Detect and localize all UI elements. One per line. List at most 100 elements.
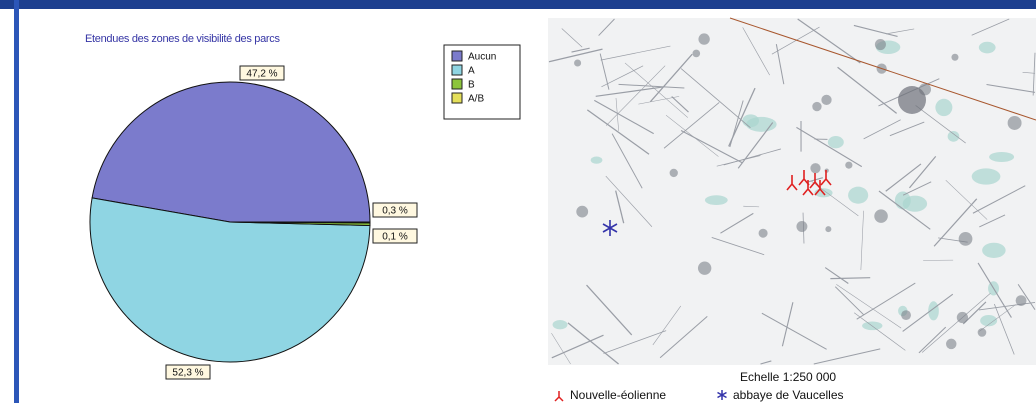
map-road [908, 156, 937, 189]
map-village [758, 228, 768, 238]
map-wood [827, 136, 844, 149]
map-road [797, 18, 861, 64]
map-road [830, 277, 871, 280]
map-wood [935, 98, 953, 117]
map-village [901, 310, 911, 321]
left-border [14, 0, 19, 403]
map-village [946, 338, 957, 350]
map-road [945, 179, 988, 220]
legend-swatch [451, 64, 463, 76]
map-road [567, 322, 619, 365]
pie-slice [89, 197, 371, 363]
map-village [821, 94, 832, 106]
map-wood [552, 319, 568, 330]
map-village [697, 261, 712, 275]
map-road [594, 99, 654, 135]
map-road [771, 26, 820, 55]
map-road [978, 302, 1036, 311]
map-road [663, 102, 720, 149]
map-road [603, 330, 667, 354]
map-village [1007, 116, 1022, 130]
map [548, 17, 1036, 365]
legend-label: Aucun [468, 52, 496, 63]
map-road [837, 66, 897, 114]
map-road [889, 121, 925, 137]
map-road [571, 47, 590, 53]
map-village [812, 101, 822, 112]
map-road [853, 24, 898, 37]
map-village [874, 39, 886, 51]
map-road [548, 48, 603, 63]
map-wood [989, 151, 1015, 162]
map-wood [742, 114, 760, 128]
map-village [698, 33, 710, 45]
map-road [561, 28, 583, 48]
data-label-box [239, 65, 285, 81]
map-road [902, 181, 932, 196]
map-wood [980, 314, 998, 327]
pie-slice [91, 81, 371, 223]
map-road [760, 360, 772, 365]
abbey [602, 220, 618, 236]
map-road [742, 27, 770, 76]
map-road [611, 133, 643, 189]
turbine [809, 173, 821, 189]
map-wood [848, 186, 869, 204]
map-road [921, 293, 991, 353]
abbey-icon [717, 390, 727, 400]
map-village [669, 168, 678, 178]
map-village [576, 205, 589, 218]
data-label: 47,2 % [246, 69, 277, 80]
map-road [652, 305, 682, 346]
map-road [720, 212, 754, 234]
map-road [601, 65, 644, 88]
map-road [902, 293, 954, 332]
map-road [1017, 284, 1036, 310]
map-wood [902, 195, 928, 212]
map-road [551, 334, 604, 359]
map-road [836, 284, 902, 329]
map-road [878, 190, 931, 230]
map-town [898, 86, 926, 114]
map-road [599, 53, 610, 90]
legend-swatch [451, 92, 463, 104]
map-legend-entry: abbaye de Vaucelles [733, 388, 844, 402]
data-label-box [372, 202, 418, 218]
legend-label: A/B [468, 94, 484, 105]
map-road [680, 68, 751, 129]
map-village [874, 209, 888, 223]
map-wood [982, 242, 1006, 258]
map-wood [947, 130, 960, 142]
map-road [551, 333, 571, 365]
top-border [0, 0, 1036, 9]
map-road [605, 175, 653, 227]
map-village [810, 163, 821, 174]
map-village [796, 221, 808, 232]
map-road [993, 303, 1015, 355]
map-road [977, 262, 1012, 318]
turbine-icon [554, 391, 564, 402]
map-road [737, 122, 774, 169]
map-road [986, 84, 1036, 93]
map-road [618, 83, 685, 89]
map-road [781, 302, 794, 347]
map-road [972, 185, 1026, 214]
map-road [598, 18, 615, 36]
map-road [933, 198, 978, 247]
map-wood [704, 195, 728, 205]
map-road [971, 18, 1010, 36]
map-road [728, 87, 756, 147]
map-road [680, 129, 743, 164]
map-road [885, 28, 915, 35]
map-road [723, 148, 782, 166]
map-road [824, 267, 849, 284]
map-road [915, 105, 966, 144]
map-road [615, 98, 619, 131]
turbine [786, 175, 798, 191]
map-village [956, 311, 969, 324]
map-scale: Echelle 1:250 000 [740, 370, 836, 384]
map-wood [978, 41, 996, 54]
legend-label: B [468, 80, 475, 91]
map-road [885, 163, 922, 192]
